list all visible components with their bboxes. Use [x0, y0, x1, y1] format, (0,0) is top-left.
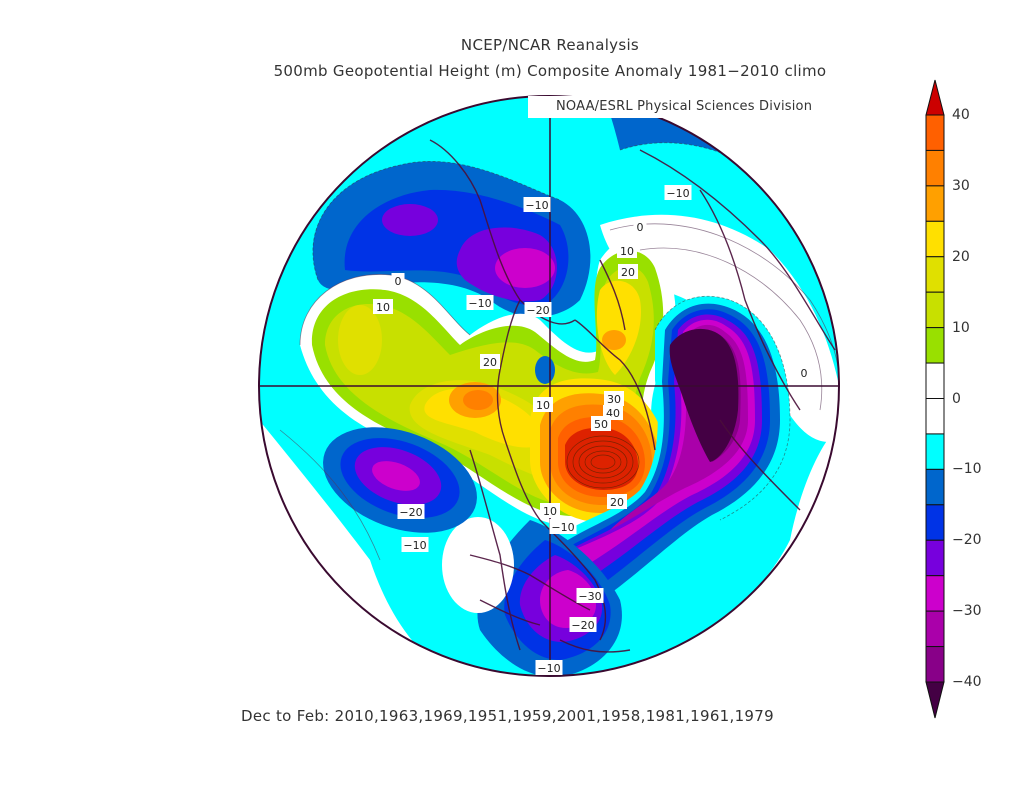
colorbar-box [925, 185, 945, 222]
chart-subtitle: 500mb Geopotential Height (m) Composite … [273, 62, 827, 80]
source-credit: NOAA/ESRL Physical Sciences Division [528, 96, 860, 118]
colorbar-box [925, 114, 945, 151]
svg-text:10: 10 [376, 301, 390, 314]
colorbar-box [925, 468, 945, 506]
svg-text:0: 0 [395, 275, 402, 288]
contour-label: 0 [391, 273, 405, 288]
svg-text:0: 0 [637, 221, 644, 234]
colorbar-tick-label: 10 [952, 319, 970, 336]
contour-label: −10 [535, 660, 563, 675]
svg-text:−10: −10 [468, 297, 491, 310]
contour-label: 20 [607, 494, 627, 509]
svg-text:20: 20 [610, 496, 624, 509]
contour-label: 20 [480, 354, 500, 369]
svg-text:−20: −20 [399, 506, 422, 519]
svg-text:10: 10 [543, 505, 557, 518]
colorbar-box [925, 610, 945, 648]
contour-label: 10 [533, 397, 553, 412]
colorbar-box [925, 398, 945, 435]
svg-text:0: 0 [801, 367, 808, 380]
contour-label: −10 [466, 295, 494, 310]
colorbar-tick-label: 20 [952, 248, 970, 265]
contour-label: −30 [576, 588, 604, 603]
colorbar-box [925, 327, 945, 364]
colorbar-box [925, 362, 945, 399]
contour-label: 20 [618, 264, 638, 279]
colorbar-tick-label: −10 [952, 461, 982, 478]
colorbar-box [925, 433, 945, 470]
colorbar-tick-label: −40 [952, 674, 982, 690]
coastlines [429, 139, 836, 653]
colorbar-tick-label: 30 [952, 177, 970, 194]
colorbar-tick-label: 0 [952, 390, 961, 407]
svg-text:−20: −20 [571, 619, 594, 632]
contour-label: 30 [604, 391, 624, 406]
contour-label: 0 [633, 219, 647, 234]
colorbar-tick-label: 40 [952, 107, 970, 123]
contour-label: −20 [397, 504, 425, 519]
contour-label: 50 [591, 416, 611, 431]
svg-text:20: 20 [483, 356, 497, 369]
colorbar-tick-label: −30 [952, 603, 982, 620]
colorbar-box [925, 539, 945, 577]
colorbar [925, 79, 945, 719]
svg-text:−10: −10 [666, 187, 689, 200]
contour-label: −10 [401, 537, 429, 552]
svg-text:−30: −30 [578, 590, 601, 603]
contour-label: −10 [549, 519, 577, 534]
contour-label: 0 [797, 365, 811, 380]
contour-label: 10 [540, 503, 560, 518]
contour-label: −20 [569, 617, 597, 632]
colorbar-box [925, 646, 945, 683]
chart-title: NCEP/NCAR Reanalysis [460, 36, 640, 54]
svg-text:10: 10 [620, 245, 634, 258]
svg-text:50: 50 [594, 418, 608, 431]
svg-text:−10: −10 [551, 521, 574, 534]
colorbar-bottom-arrow [925, 681, 945, 719]
svg-text:−10: −10 [537, 662, 560, 675]
colorbar-top-arrow [925, 79, 945, 116]
composite-years-caption: Dec to Feb: 2010,1963,1969,1951,1959,200… [241, 707, 774, 725]
contour-label: −10 [664, 185, 692, 200]
anomaly-field [259, 96, 839, 676]
svg-text:20: 20 [621, 266, 635, 279]
colorbar-tick-label: −20 [952, 532, 982, 549]
svg-text:10: 10 [536, 399, 550, 412]
colorbar-box [925, 256, 945, 293]
colorbar-box [925, 149, 945, 187]
colorbar-box [925, 575, 945, 612]
contour-label: −20 [524, 302, 552, 317]
colorbar-box [925, 220, 945, 258]
svg-text:−20: −20 [526, 304, 549, 317]
colorbar-box [925, 504, 945, 541]
contour-label: 10 [373, 299, 393, 314]
contour-label: −10 [523, 197, 551, 212]
svg-text:30: 30 [607, 393, 621, 406]
svg-text:−10: −10 [403, 539, 426, 552]
svg-text:−10: −10 [525, 199, 548, 212]
contour-label: 10 [617, 243, 637, 258]
colorbar-box [925, 291, 945, 329]
